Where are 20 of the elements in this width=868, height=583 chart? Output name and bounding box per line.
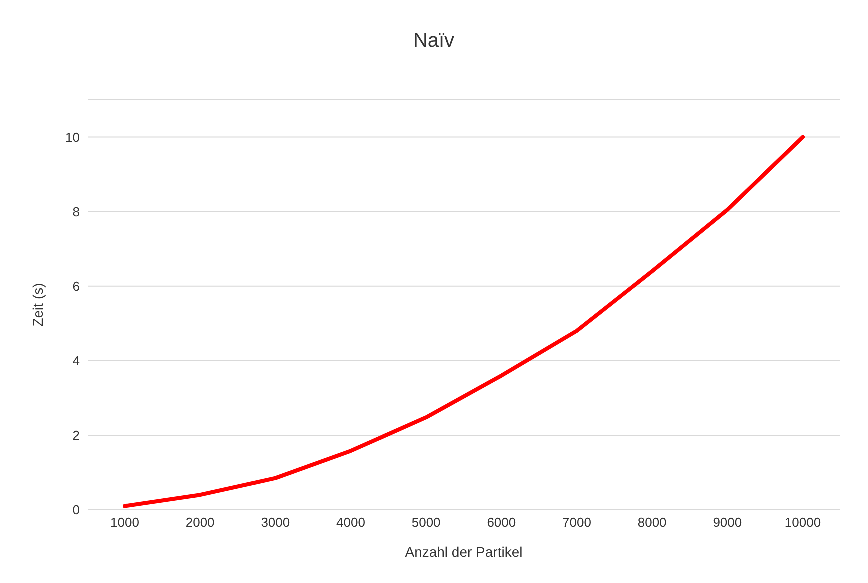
x-tick-label: 3000 [261,515,290,530]
y-tick-label: 0 [72,502,80,518]
y-axis-title: Zeit (s) [30,283,46,327]
y-tick-label: 2 [72,428,80,444]
y-tick-label: 6 [72,278,80,294]
x-tick-label: 10000 [784,515,822,530]
x-tick-label: 7000 [562,515,592,530]
x-tick-label: 2000 [186,515,215,530]
chart-title: Naïv [412,29,456,54]
x-tick-label: 1000 [110,515,140,530]
y-tick-label: 8 [72,204,80,220]
y-tick-label: 10 [66,130,80,145]
line-series [123,135,805,508]
x-axis-title: Anzahl der Partikel [405,544,523,560]
x-tick-label: 9000 [713,515,742,530]
y-tick-label: 4 [72,354,80,369]
x-tick-label: 6000 [487,515,516,530]
x-tick-label: 5000 [412,515,441,530]
x-tick-label: 8000 [638,515,667,530]
x-tick-label: 4000 [336,515,366,530]
